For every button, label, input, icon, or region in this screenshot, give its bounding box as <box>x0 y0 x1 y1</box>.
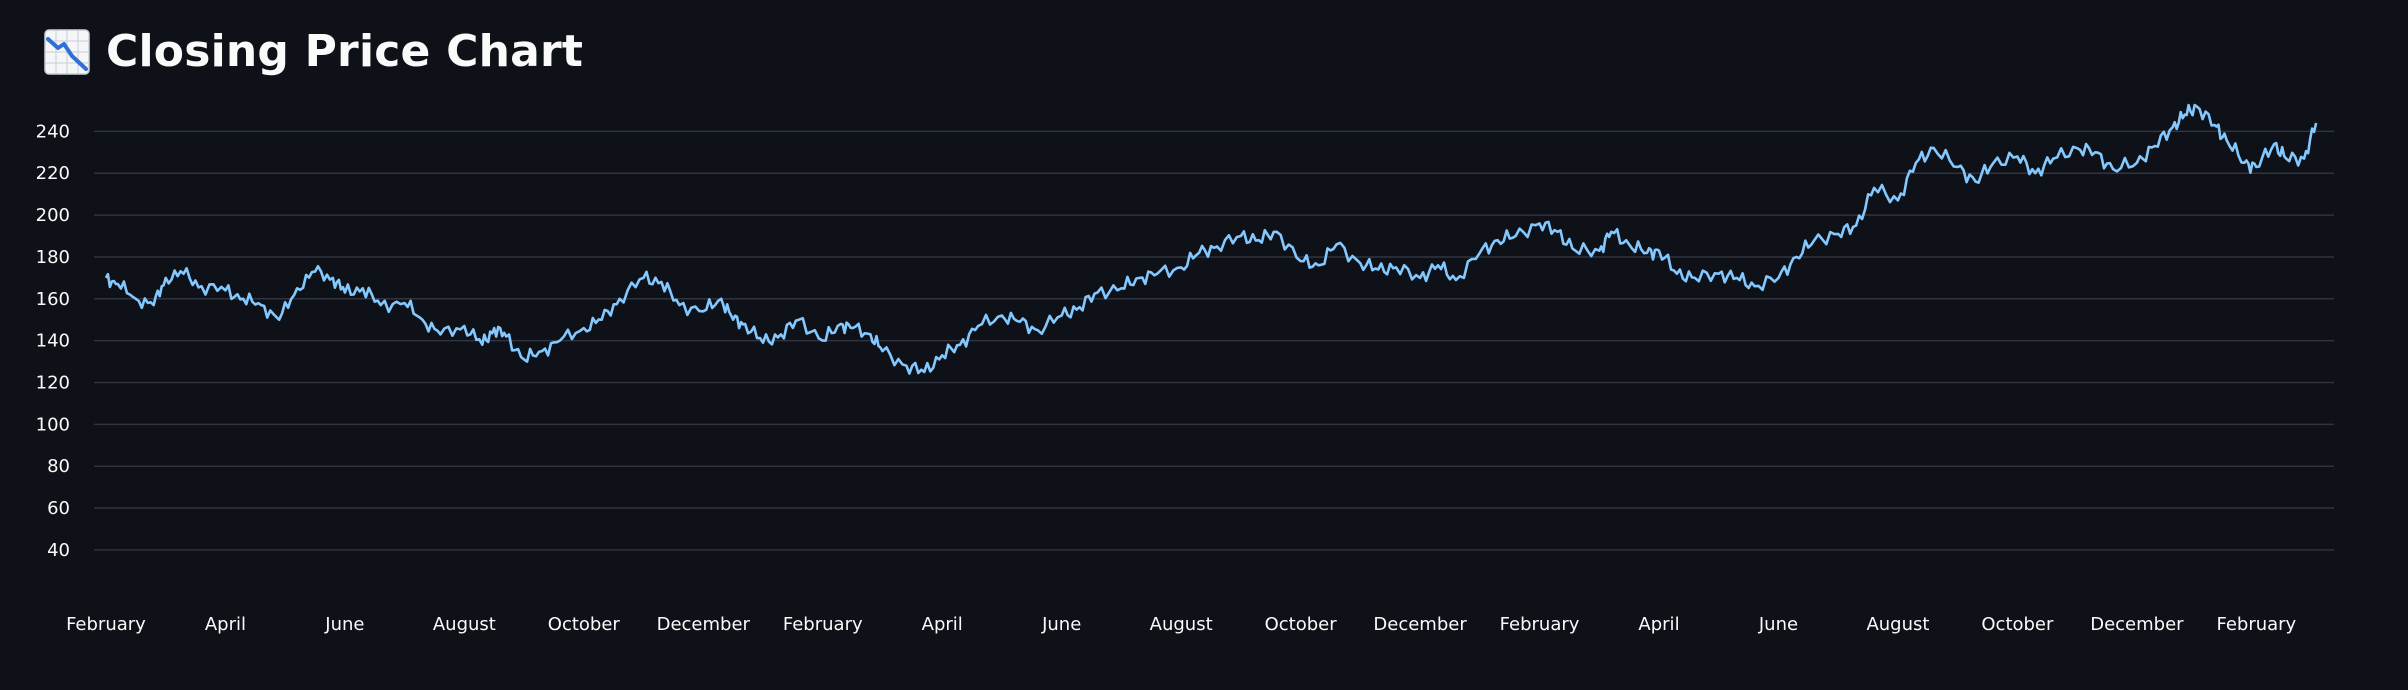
x-tick-label: April <box>922 614 963 635</box>
x-tick-label: February <box>66 614 146 635</box>
y-tick-label: 220 <box>36 163 70 184</box>
y-tick-label: 80 <box>47 456 70 477</box>
x-tick-label: August <box>433 614 496 635</box>
y-tick-label: 240 <box>36 121 70 142</box>
x-tick-label: December <box>657 614 751 635</box>
x-tick-label: June <box>324 614 364 635</box>
x-tick-label: April <box>205 614 246 635</box>
x-tick-label: February <box>2216 614 2296 635</box>
x-tick-label: October <box>548 614 621 635</box>
y-tick-label: 160 <box>36 289 70 310</box>
chart-decreasing-icon <box>44 29 90 75</box>
x-tick-label: October <box>1981 614 2054 635</box>
x-tick-label: August <box>1150 614 1213 635</box>
x-tick-label: April <box>1638 614 1679 635</box>
y-tick-label: 100 <box>36 414 70 435</box>
x-tick-label: December <box>2090 614 2184 635</box>
x-tick-label: June <box>1758 614 1798 635</box>
x-tick-label: August <box>1866 614 1929 635</box>
y-grid <box>94 130 2334 551</box>
y-tick-label: 60 <box>47 498 70 519</box>
x-tick-label: December <box>1373 614 1467 635</box>
y-tick-label: 140 <box>36 331 70 352</box>
x-tick-label: February <box>1500 614 1580 635</box>
page-header: Closing Price Chart <box>44 24 583 80</box>
series-line-group <box>104 103 2318 375</box>
y-tick-label: 200 <box>36 205 70 226</box>
x-axis: February April June August October December Fe… <box>66 614 2297 635</box>
x-tick-label: October <box>1265 614 1338 635</box>
x-tick-label: February <box>783 614 863 635</box>
y-tick-label: 180 <box>36 247 70 268</box>
series-line <box>104 103 2318 375</box>
y-tick-label: 120 <box>36 372 70 393</box>
y-tick-label: 40 <box>47 540 70 561</box>
x-tick-label: June <box>1041 614 1081 635</box>
y-axis: 40 60 80 100 120 140 160 180 200 220 240 <box>36 121 70 561</box>
page-title: Closing Price Chart <box>106 26 584 77</box>
